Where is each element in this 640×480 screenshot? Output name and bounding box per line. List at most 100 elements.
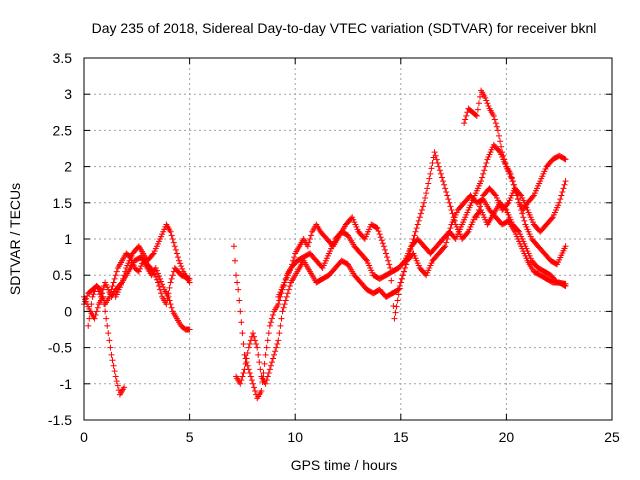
data-point — [253, 340, 260, 347]
data-point — [510, 181, 517, 188]
data-point — [386, 261, 393, 268]
data-point — [186, 326, 193, 333]
data-point — [270, 355, 277, 362]
data-point — [251, 333, 258, 340]
data-point — [529, 193, 536, 200]
data-point — [548, 215, 555, 222]
data-point — [113, 378, 120, 385]
data-point — [373, 224, 380, 231]
data-point — [378, 237, 385, 244]
data-point — [167, 228, 174, 235]
data-point — [421, 199, 428, 206]
y-tick-label: 3.5 — [53, 50, 73, 66]
data-point — [284, 290, 291, 297]
series-track-9 — [473, 178, 569, 235]
data-point — [397, 279, 404, 286]
data-point — [265, 369, 272, 376]
data-point — [562, 243, 569, 250]
y-tick-label: 2 — [64, 159, 72, 175]
data-point — [475, 207, 482, 214]
data-point — [158, 278, 165, 285]
data-point — [473, 112, 480, 119]
data-point — [474, 210, 481, 217]
data-point — [157, 275, 164, 282]
data-point — [479, 196, 486, 203]
data-point — [562, 156, 569, 163]
data-point — [446, 199, 453, 206]
data-point — [425, 180, 432, 187]
data-point — [107, 344, 114, 351]
data-point — [304, 243, 311, 250]
data-point — [108, 351, 115, 358]
data-point — [275, 337, 282, 344]
data-point — [447, 203, 454, 210]
data-point — [562, 280, 569, 287]
series-track-7 — [275, 141, 569, 300]
data-point — [415, 217, 422, 224]
data-point — [104, 322, 111, 329]
data-point — [435, 163, 442, 170]
data-point — [472, 112, 479, 119]
x-tick-label: 15 — [393, 429, 409, 445]
data-point — [163, 301, 170, 308]
data-point — [427, 170, 434, 177]
data-point — [111, 368, 118, 375]
data-point — [441, 181, 448, 188]
data-point — [93, 283, 100, 290]
y-tick-label: 3 — [64, 86, 72, 102]
data-point — [497, 138, 504, 145]
data-point — [266, 366, 273, 373]
data-point — [121, 384, 128, 391]
data-point — [451, 217, 458, 224]
data-point — [109, 283, 116, 290]
data-point — [165, 290, 172, 297]
data-point — [242, 360, 249, 367]
data-point — [481, 167, 488, 174]
data-point — [167, 279, 174, 286]
data-point — [264, 337, 271, 344]
data-point — [479, 174, 486, 181]
data-point — [271, 351, 278, 358]
data-point — [168, 232, 175, 239]
data-point — [262, 380, 269, 387]
data-point — [412, 228, 419, 235]
data-point — [246, 369, 253, 376]
data-point — [374, 225, 381, 232]
data-point — [262, 351, 269, 358]
data-point — [169, 236, 176, 242]
data-point — [90, 291, 97, 298]
data-point — [149, 267, 156, 274]
data-point — [423, 190, 430, 197]
data-point — [160, 283, 167, 290]
data-point — [109, 357, 116, 364]
data-point — [270, 312, 277, 319]
data-point — [237, 308, 244, 315]
data-point — [173, 250, 180, 257]
data-point — [428, 165, 435, 172]
data-point — [255, 351, 262, 358]
data-point — [480, 170, 487, 177]
data-point — [95, 288, 102, 295]
data-point — [238, 377, 245, 384]
data-point — [152, 264, 159, 271]
data-point — [174, 254, 181, 261]
data-point — [246, 340, 253, 347]
data-point — [94, 304, 101, 311]
data-point — [91, 315, 98, 322]
data-point — [239, 373, 246, 380]
data-point — [254, 344, 261, 351]
data-point — [264, 373, 271, 380]
data-point — [105, 330, 112, 337]
data-point — [437, 170, 444, 177]
data-point — [112, 373, 119, 380]
data-point — [235, 286, 242, 293]
data-point — [501, 156, 508, 163]
data-point — [306, 236, 313, 242]
data-point — [85, 322, 92, 329]
data-point — [448, 207, 455, 214]
data-point — [394, 297, 401, 304]
data-point — [154, 279, 161, 286]
data-point — [442, 243, 449, 250]
data-point — [268, 315, 275, 322]
x-tick-label: 5 — [186, 429, 194, 445]
